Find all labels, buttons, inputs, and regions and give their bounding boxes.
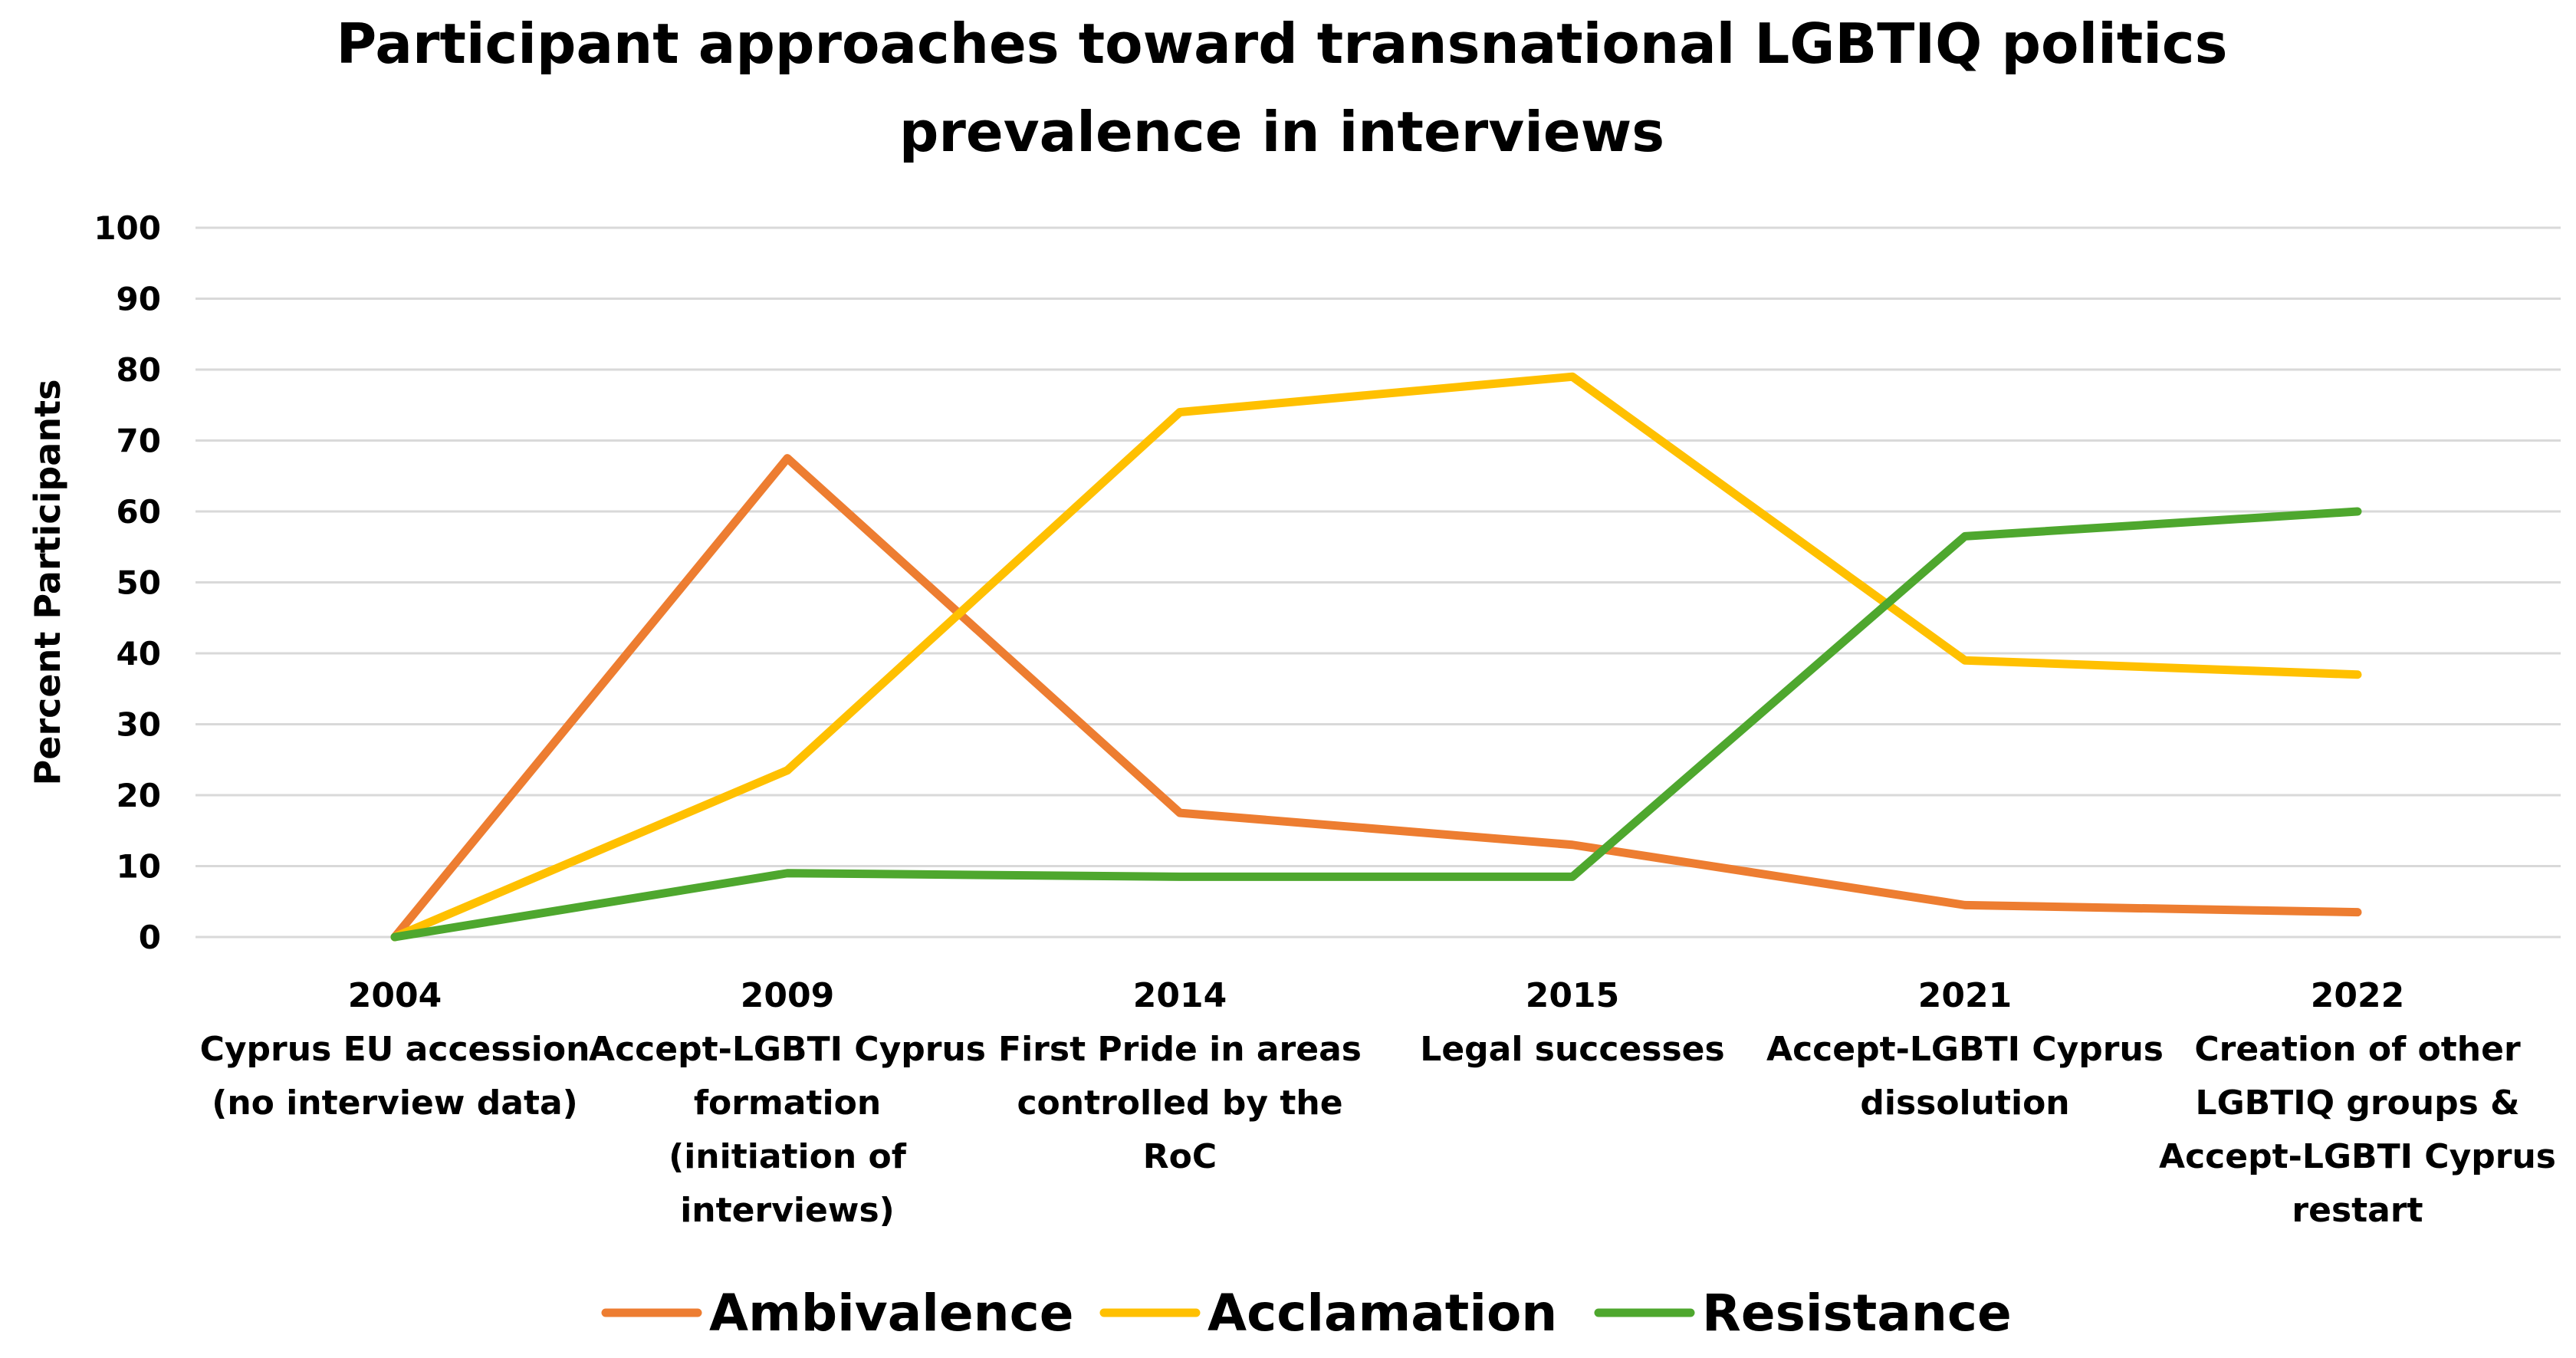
legend-item-ambivalence: Ambivalence — [601, 1284, 1074, 1343]
x-tick-label: 2014 First Pride in areas controlled by th… — [998, 976, 1362, 1176]
y-axis-ticks: 0 10 20 30 40 50 60 70 80 90 100 — [94, 209, 161, 956]
series-lines — [390, 372, 2362, 942]
y-tick-label: 0 — [139, 919, 161, 956]
x-tick-label: 2004 Cyprus EU accession (no interview dat… — [200, 976, 590, 1123]
x-tick-description: controlled by the — [1017, 1083, 1342, 1123]
series-line-ambivalence — [390, 454, 2362, 942]
gridlines — [196, 226, 2561, 939]
y-tick-label: 30 — [117, 706, 161, 744]
x-tick-label: 2022 Creation of other LGBTIQ groups & Acce… — [2159, 976, 2556, 1230]
legend-item-acclamation: Acclamation — [1099, 1284, 1557, 1343]
chart-title-line: prevalence in interviews — [899, 100, 1664, 164]
chart-title: Participant approaches toward transnatio… — [337, 12, 2228, 164]
chart-title-line: Participant approaches toward transnatio… — [337, 12, 2228, 76]
series-line-resistance — [390, 507, 2362, 942]
y-tick-label: 90 — [117, 281, 161, 318]
x-tick-description: Legal successes — [1420, 1030, 1724, 1069]
x-tick-description: Creation of other — [2194, 1030, 2521, 1069]
x-tick-year: 2004 — [348, 976, 442, 1015]
x-tick-description: dissolution — [1860, 1083, 2069, 1123]
y-tick-label: 10 — [117, 848, 161, 886]
legend-label: Acclamation — [1208, 1284, 1557, 1343]
y-axis-label: Percent Participants — [27, 380, 68, 786]
y-tick-label: 100 — [94, 209, 161, 247]
legend-label: Ambivalence — [709, 1284, 1074, 1343]
y-tick-label: 40 — [117, 635, 161, 672]
x-tick-label: 2015 Legal successes — [1420, 976, 1724, 1069]
x-tick-description: (no interview data) — [212, 1083, 578, 1123]
x-tick-year: 2015 — [1526, 976, 1619, 1015]
x-axis-ticks: 2004 Cyprus EU accession (no interview dat… — [200, 976, 2556, 1230]
y-tick-label: 50 — [117, 564, 161, 602]
series-line-acclamation — [390, 372, 2362, 942]
x-tick-description: LGBTIQ groups & — [2196, 1083, 2520, 1123]
x-tick-year: 2009 — [741, 976, 834, 1015]
legend-label: Resistance — [1702, 1284, 2012, 1343]
x-tick-label: 2009 Accept-LGBTI Cyprus formation (initiat… — [589, 976, 986, 1230]
x-tick-description: RoC — [1143, 1137, 1217, 1176]
legend-item-resistance: Resistance — [1594, 1284, 2012, 1343]
x-tick-description: First Pride in areas — [998, 1030, 1362, 1069]
x-tick-description: restart — [2292, 1191, 2423, 1230]
legend: Ambivalence Acclamation Resistance — [601, 1284, 2012, 1343]
x-tick-description: Accept-LGBTI Cyprus — [2159, 1137, 2556, 1176]
y-tick-label: 80 — [117, 351, 161, 389]
x-tick-description: Accept-LGBTI Cyprus — [1766, 1030, 2164, 1069]
x-tick-year: 2021 — [1918, 976, 2012, 1015]
x-tick-description: interviews) — [680, 1191, 895, 1230]
x-tick-description: (initiation of — [669, 1137, 907, 1176]
x-tick-year: 2022 — [2311, 976, 2404, 1015]
x-tick-description: formation — [694, 1083, 881, 1123]
y-tick-label: 70 — [117, 423, 161, 460]
y-tick-label: 60 — [117, 493, 161, 531]
x-tick-year: 2014 — [1133, 976, 1227, 1015]
x-tick-description: Cyprus EU accession — [200, 1030, 590, 1069]
y-tick-label: 20 — [117, 777, 161, 814]
x-tick-description: Accept-LGBTI Cyprus — [589, 1030, 986, 1069]
x-tick-label: 2021 Accept-LGBTI Cyprus dissolution — [1766, 976, 2164, 1123]
